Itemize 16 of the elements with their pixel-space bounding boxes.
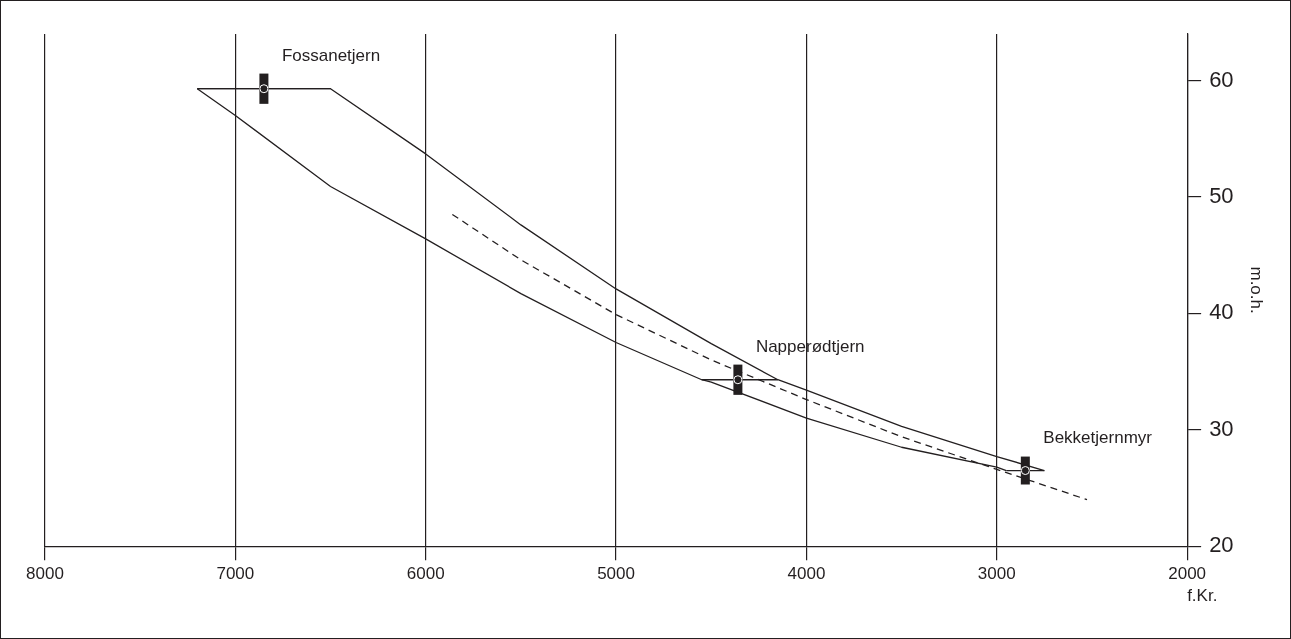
x-axis-title: f.Kr. bbox=[1187, 586, 1218, 606]
y-tick-label: 40 bbox=[1209, 299, 1234, 325]
y-tick-label: 50 bbox=[1209, 183, 1234, 209]
x-tick-label: 4000 bbox=[787, 564, 826, 584]
y-tick-label: 60 bbox=[1209, 66, 1234, 92]
x-tick-label: 5000 bbox=[597, 564, 635, 584]
y-axis-title: m.o.h. bbox=[1247, 266, 1267, 314]
x-tick-label: 8000 bbox=[26, 564, 64, 584]
y-tick-label: 20 bbox=[1209, 532, 1234, 558]
annotation: Bekketjernmyr bbox=[1043, 427, 1153, 447]
x-tick-label: 3000 bbox=[977, 564, 1016, 584]
y-tick-label: 30 bbox=[1209, 415, 1234, 441]
x-tick-label: 7000 bbox=[216, 564, 255, 584]
annotation: Fossanetjern bbox=[281, 45, 381, 65]
x-tick-label: 2000 bbox=[1168, 564, 1207, 584]
x-tick-label: 6000 bbox=[406, 564, 445, 584]
